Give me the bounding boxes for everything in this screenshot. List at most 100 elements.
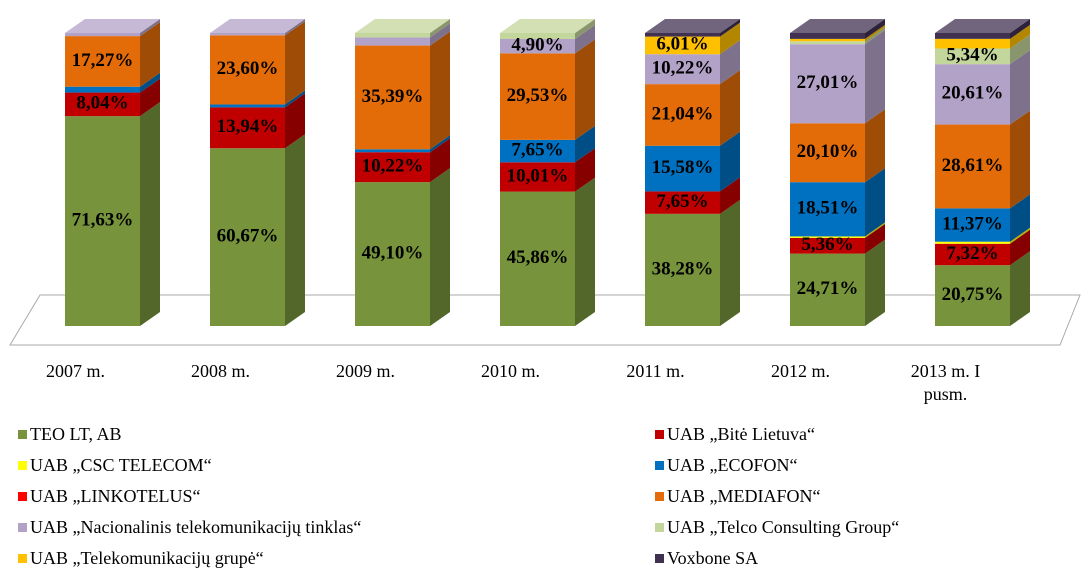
bar-top <box>65 19 160 33</box>
floor <box>9 294 1081 346</box>
bar <box>790 237 865 254</box>
bar <box>355 152 430 183</box>
bar-side <box>430 19 450 38</box>
bar-side <box>720 19 740 37</box>
legend-label: UAB „Nacionalinis telekomunikacijų tinkl… <box>30 517 362 537</box>
bar <box>935 241 1010 244</box>
legend-item: UAB „Telekomunikacijų grupė“ <box>18 548 264 569</box>
data-label: 17,27% <box>72 50 134 71</box>
legend-swatch <box>655 430 664 439</box>
legend-swatch <box>18 430 27 439</box>
legend-item: UAB „ECOFON“ <box>655 455 798 476</box>
bar <box>355 149 430 153</box>
bar-side <box>865 19 885 39</box>
legend-item: TEO LT, AB <box>18 424 122 445</box>
data-label: 21,04% <box>652 103 714 124</box>
bar <box>790 236 865 238</box>
bar <box>935 33 1010 39</box>
data-label: 60,67% <box>217 225 279 246</box>
data-label: 7,65% <box>511 139 563 160</box>
bar-side <box>1010 34 1030 65</box>
bar-side <box>865 27 885 45</box>
data-label: 11,37% <box>942 213 1003 234</box>
bar <box>500 39 575 54</box>
legend-item: Voxbone SA <box>655 548 758 569</box>
legend-item: UAB „LINKOTELUS“ <box>18 486 200 507</box>
bar-side <box>865 109 885 183</box>
bar <box>935 265 1010 326</box>
legend-label: UAB „ECOFON“ <box>667 455 798 475</box>
bar-side <box>865 168 885 237</box>
x-tick-label: 2009 m. <box>335 361 395 381</box>
bar-side <box>285 134 305 326</box>
bar <box>645 191 720 214</box>
bar <box>935 38 1010 49</box>
data-label: 10,22% <box>652 58 714 79</box>
bar-top <box>355 19 450 33</box>
bar-side <box>140 102 160 326</box>
bar <box>210 33 285 36</box>
bar-top <box>500 19 595 33</box>
bar-side <box>140 19 160 37</box>
bar-side <box>1010 24 1030 49</box>
bar-side <box>720 22 740 55</box>
bar <box>355 33 430 38</box>
bar-side <box>430 31 450 150</box>
bar-side <box>140 78 160 117</box>
bar <box>500 33 575 40</box>
legend-item: UAB „Telco Consulting Group“ <box>655 517 899 538</box>
bar-top <box>645 19 740 33</box>
bar-side <box>575 148 595 192</box>
legend-label: UAB „LINKOTELUS“ <box>30 486 201 506</box>
data-label: 13,94% <box>217 116 279 137</box>
x-tick-label: 2010 m. <box>480 361 540 381</box>
legend-label: UAB „CSC TELECOM“ <box>30 455 212 475</box>
data-label: 35,39% <box>362 86 424 107</box>
bar <box>210 148 285 326</box>
data-label: 7,32% <box>946 243 998 264</box>
legend-item: UAB „Bitė Lietuva“ <box>655 424 815 445</box>
bar <box>500 139 575 163</box>
bar-side <box>575 19 595 40</box>
bar <box>500 53 575 140</box>
legend-label: UAB „Bitė Lietuva“ <box>667 424 815 444</box>
bar <box>935 124 1010 209</box>
data-label: 45,86% <box>507 247 569 268</box>
bar <box>645 33 720 37</box>
bar-top <box>790 19 885 33</box>
bar <box>65 86 140 93</box>
bar <box>210 107 285 149</box>
bar <box>65 116 140 326</box>
data-label: 27,01% <box>797 72 859 93</box>
legend-swatch <box>18 492 27 501</box>
legend-swatch <box>655 523 664 532</box>
bar <box>500 191 575 326</box>
bar-side <box>575 125 595 163</box>
legend-swatch <box>655 461 664 470</box>
legend-swatch <box>655 554 664 563</box>
legend-swatch <box>655 492 664 501</box>
x-tick-label: 2013 m. I pusm. <box>910 361 981 404</box>
bar-side <box>865 24 885 42</box>
bar-top <box>935 19 1030 33</box>
bar <box>790 41 865 45</box>
bar <box>935 48 1010 65</box>
data-label: 28,61% <box>942 155 1004 176</box>
legend-label: UAB „MEDIAFON“ <box>667 486 821 506</box>
bar-side <box>285 93 305 149</box>
bar-side <box>575 39 595 140</box>
bar-side <box>720 177 740 214</box>
bar <box>355 37 430 46</box>
bar <box>935 243 1010 266</box>
bar-side <box>720 70 740 146</box>
x-tick-label: 2012 m. <box>770 361 830 381</box>
bar-side <box>575 177 595 326</box>
legend-swatch <box>18 523 27 532</box>
data-label: 6,01% <box>656 34 708 55</box>
data-label: 24,71% <box>797 278 859 299</box>
data-label: 8,04% <box>76 93 128 114</box>
bar <box>210 35 285 105</box>
bar-side <box>430 135 450 153</box>
bar-side <box>285 90 305 108</box>
